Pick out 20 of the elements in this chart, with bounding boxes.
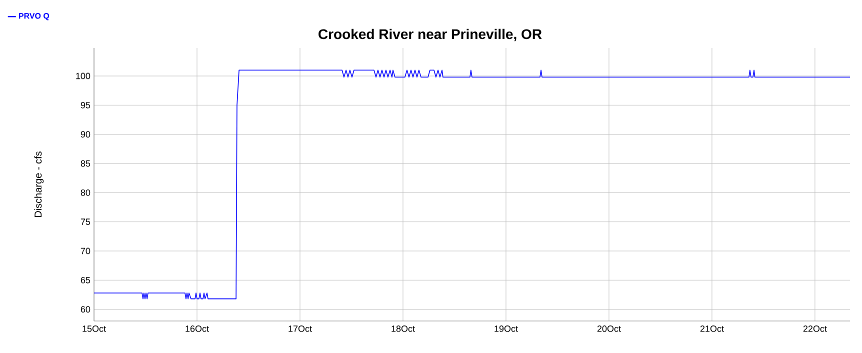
x-tick-label: 19Oct — [494, 326, 518, 332]
y-tick-label: 75 — [80, 218, 90, 225]
y-tick-label: 85 — [80, 160, 90, 167]
y-tick-label: 100 — [76, 72, 90, 80]
y-tick-label: 70 — [80, 248, 90, 254]
y-tick-label: 65 — [80, 276, 90, 284]
x-tick-label: 21Oct — [700, 326, 724, 332]
x-tick-label: 20Oct — [597, 326, 621, 332]
y-axis-title: Discharge - cfs — [34, 152, 44, 218]
x-tick-label: 22Oct — [803, 326, 827, 332]
x-tick-label: 15Oct — [82, 326, 106, 332]
legend-label: PRVO Q — [19, 13, 50, 20]
x-tick-label: 16Oct — [186, 326, 209, 332]
y-tick-label: 80 — [80, 189, 90, 196]
y-tick-label: 95 — [80, 102, 90, 108]
chart-title: Crooked River near Prineville, OR — [318, 28, 542, 42]
x-tick-label: 17Oct — [288, 326, 312, 332]
y-tick-label: 60 — [80, 306, 90, 313]
x-tick-label: 18Oct — [392, 326, 415, 332]
y-tick-label: 90 — [80, 131, 90, 138]
